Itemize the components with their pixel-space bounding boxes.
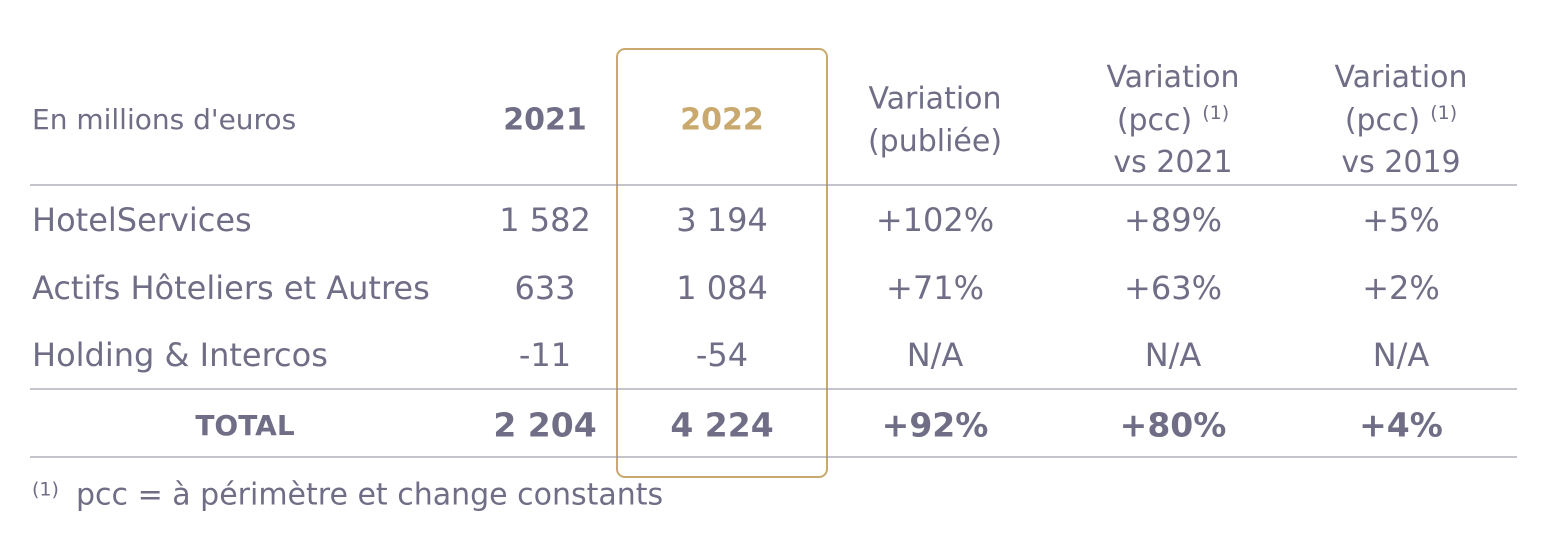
row-label: Actifs Hôteliers et Autres xyxy=(32,269,430,307)
row-label: Holding & Intercos xyxy=(32,336,328,374)
header-cell: (pcc) (1) xyxy=(1117,102,1229,138)
header-cell: (pcc) (1) xyxy=(1345,102,1457,138)
cell: 3 194 xyxy=(676,201,768,239)
header-cell: Variation xyxy=(868,81,1001,116)
header-cell: vs 2019 xyxy=(1341,145,1460,180)
header-cell: En millions d'euros xyxy=(32,103,296,136)
cell: +5% xyxy=(1362,201,1440,239)
header-cell: (publiée) xyxy=(868,124,1002,159)
header-cell: Variation xyxy=(1106,60,1239,95)
footnote-marker: (1) xyxy=(32,479,59,501)
cell: +89% xyxy=(1124,201,1222,239)
cell: N/A xyxy=(1145,336,1202,374)
highlight-box xyxy=(616,48,828,478)
footnote: pcc = à périmètre et change constants xyxy=(76,478,663,513)
total-cell: +80% xyxy=(1120,406,1227,445)
cell: 1 582 xyxy=(499,201,591,239)
header-cell: Variation xyxy=(1334,60,1467,95)
header-cell: 2022 xyxy=(680,103,764,138)
cell: -11 xyxy=(519,336,571,374)
total-cell: 2 204 xyxy=(493,406,596,445)
cell: +63% xyxy=(1124,269,1222,307)
cell: -54 xyxy=(696,336,748,374)
cell: +102% xyxy=(876,201,994,239)
cell: N/A xyxy=(1373,336,1430,374)
header-cell: 2021 xyxy=(503,103,587,138)
header-text: (pcc) xyxy=(1117,103,1192,138)
header-text: (pcc) xyxy=(1345,103,1420,138)
total-label: TOTAL xyxy=(195,409,294,442)
total-cell: +4% xyxy=(1359,406,1443,445)
row-label: HotelServices xyxy=(32,201,252,239)
header-cell: vs 2021 xyxy=(1113,145,1232,180)
cell: 1 084 xyxy=(676,269,768,307)
cell: N/A xyxy=(907,336,964,374)
total-cell: +92% xyxy=(882,406,989,445)
cell: +71% xyxy=(886,269,984,307)
header-note: (1) xyxy=(1430,102,1457,124)
header-note: (1) xyxy=(1202,102,1229,124)
cell: 633 xyxy=(514,269,575,307)
total-cell: 4 224 xyxy=(670,406,773,445)
cell: +2% xyxy=(1362,269,1440,307)
